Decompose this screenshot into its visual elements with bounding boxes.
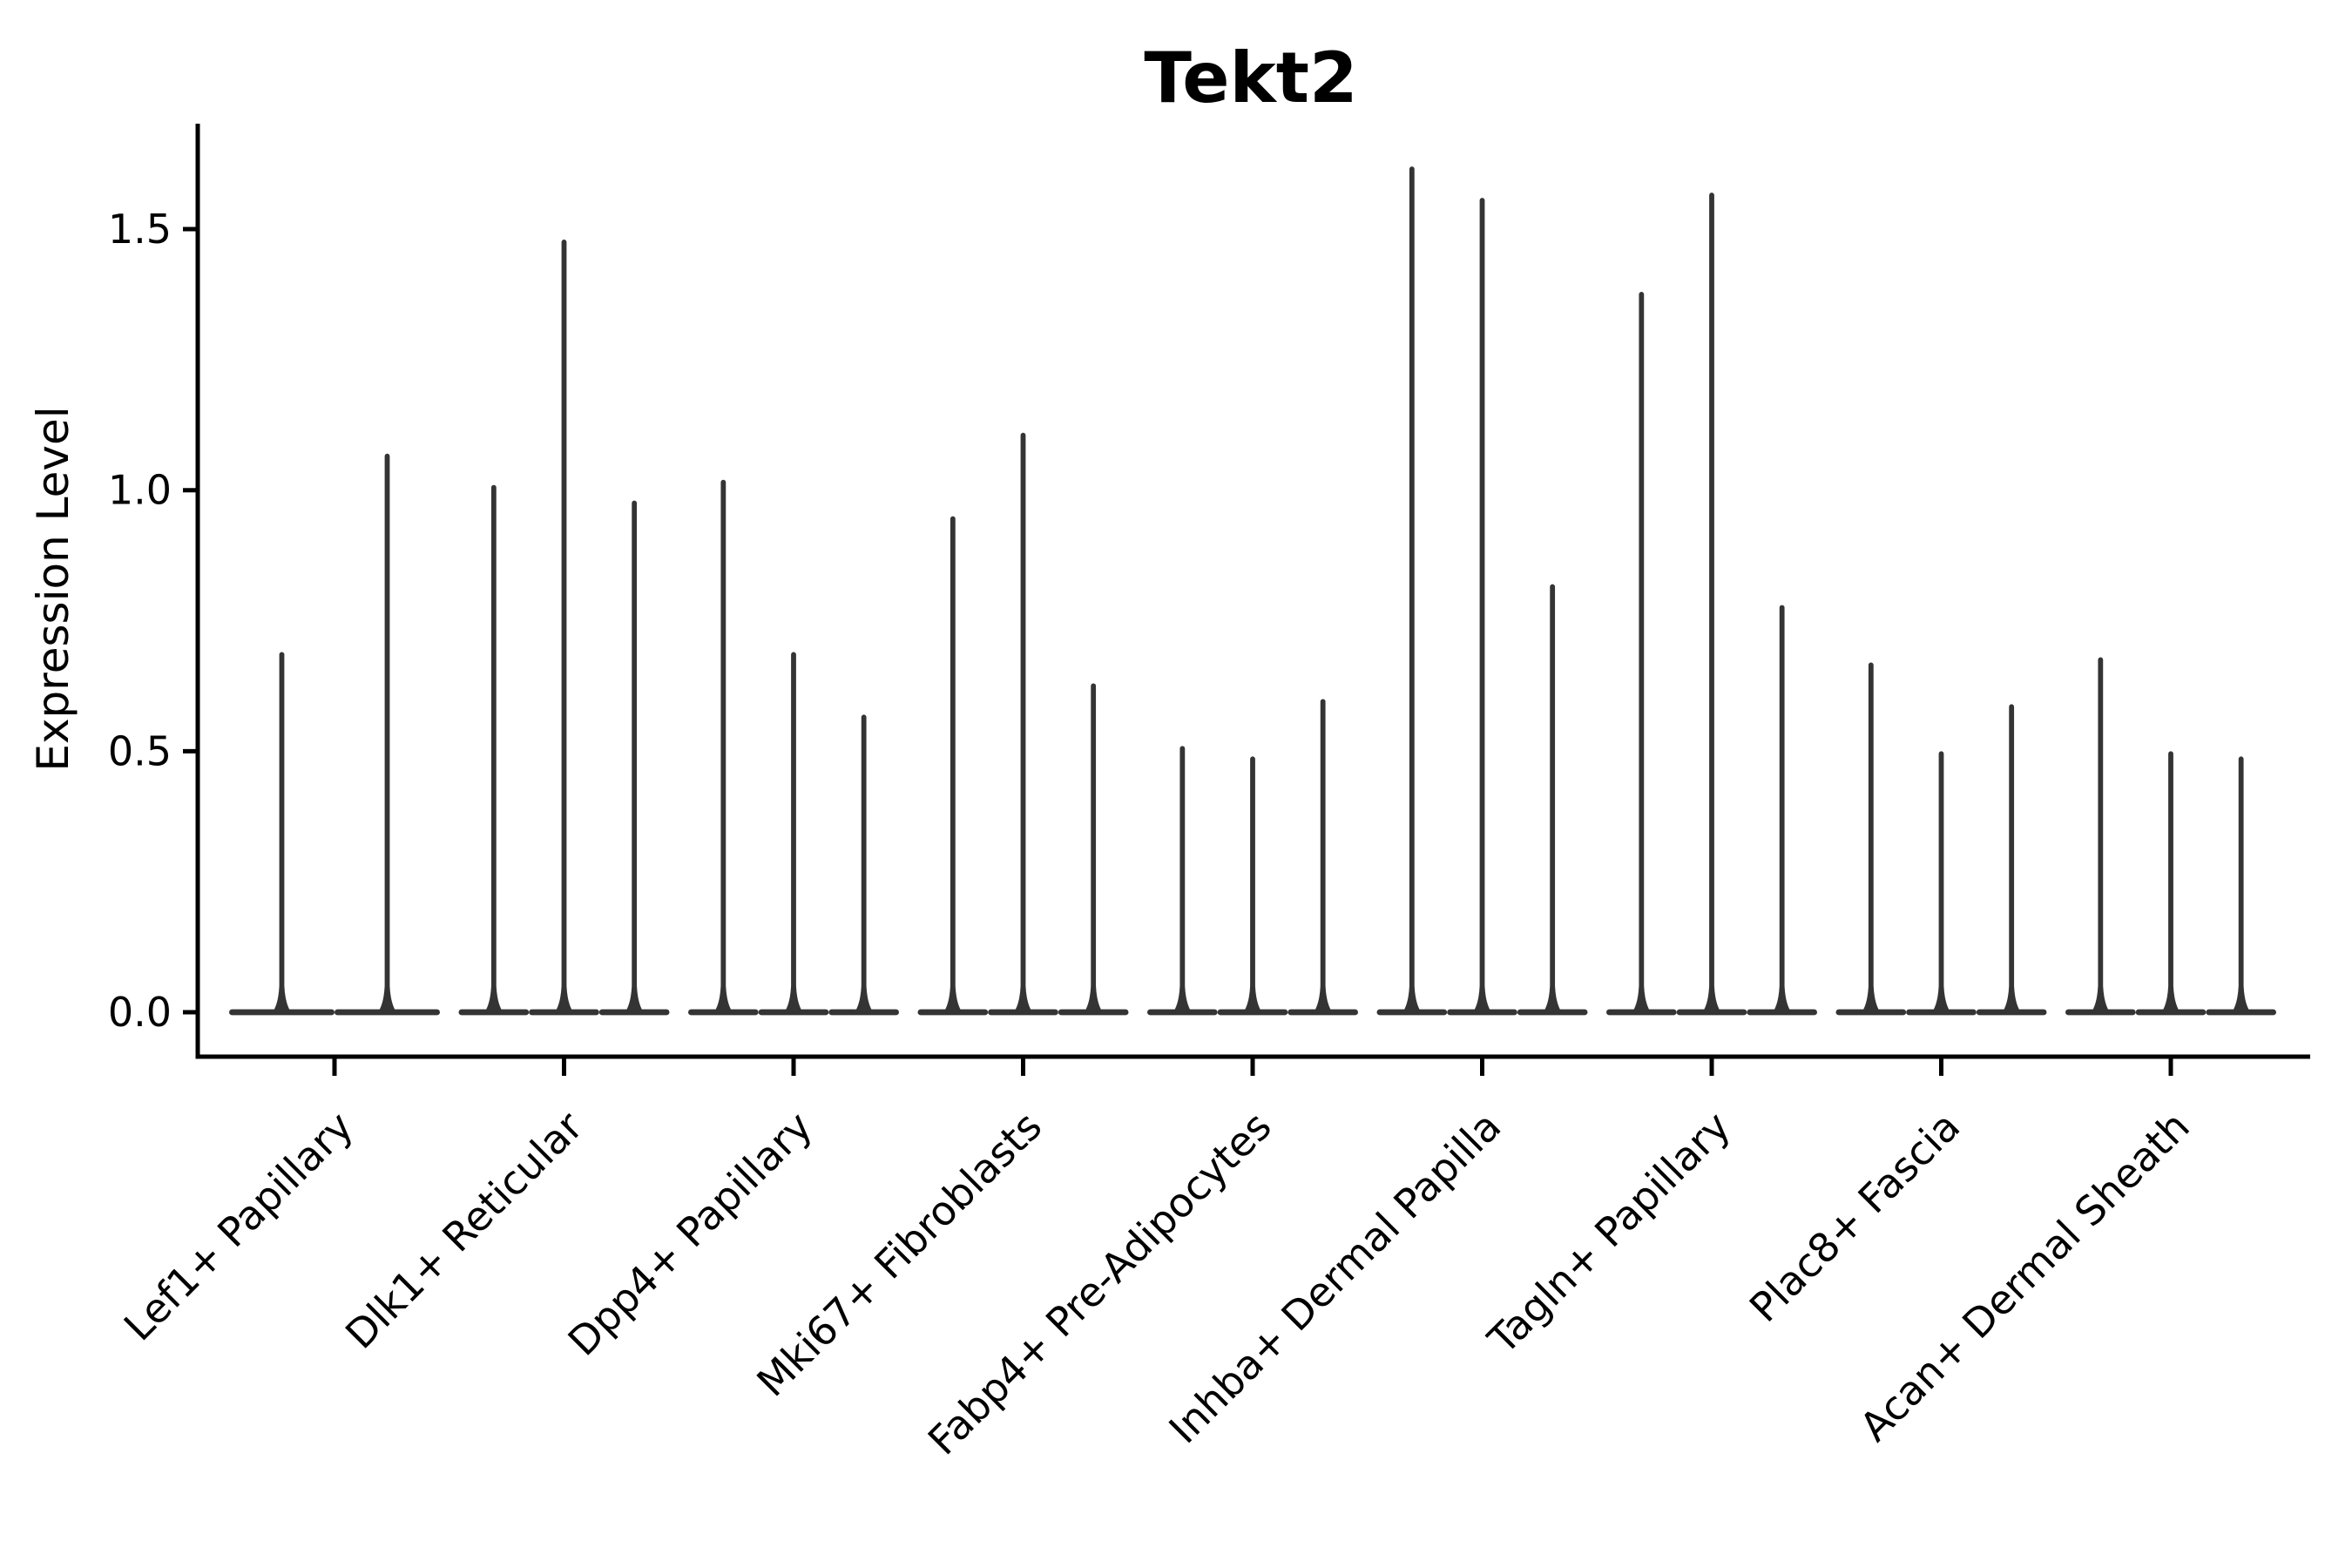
x-tick-label: Plac8+ Fascia <box>1740 1103 1969 1331</box>
violin-spike <box>1860 662 1882 1014</box>
y-axis-ticks: 0.0 0.5 1.0 1.5 <box>108 206 198 1036</box>
chart-title: Tekt2 <box>1144 37 1357 118</box>
violin-spike <box>271 652 293 1014</box>
violin-spike <box>1012 432 1034 1014</box>
violin-spike <box>1701 193 1722 1014</box>
violin-spike <box>1542 584 1564 1014</box>
violin-spike <box>713 479 734 1014</box>
violin-spike <box>783 652 804 1014</box>
violin-spike <box>376 453 398 1014</box>
violin-spike <box>624 500 645 1014</box>
y-tick-label: 0.0 <box>108 989 172 1036</box>
x-tick-label: Dpp4+ Papillary <box>559 1103 821 1365</box>
violin-spike <box>2001 704 2023 1014</box>
violin-spike <box>1930 751 1952 1014</box>
violin-spike <box>1083 683 1105 1014</box>
y-tick-label: 1.5 <box>108 206 172 253</box>
violin-spike <box>1401 166 1423 1015</box>
violin-spike <box>2230 756 2252 1014</box>
violin-spike <box>2160 751 2181 1014</box>
y-axis-label: Expression Level <box>28 406 78 771</box>
violin-spike <box>942 516 963 1014</box>
violin-spike <box>1771 605 1793 1014</box>
x-tick-label: Tagln+ Papillary <box>1478 1103 1740 1364</box>
x-tick-label: Lef1+ Papillary <box>115 1103 362 1350</box>
violin-spike <box>1242 756 1263 1014</box>
y-tick-label: 1.0 <box>108 467 172 514</box>
violin-spike <box>553 240 575 1014</box>
x-tick-label: Dlk1+ Reticular <box>336 1103 591 1358</box>
violin-spike <box>1631 291 1652 1015</box>
violin-spike <box>1312 699 1334 1014</box>
violin-spike <box>483 484 504 1014</box>
violin-spike <box>853 714 875 1014</box>
violin-spike <box>1172 746 1193 1014</box>
violin-spike <box>1471 198 1493 1014</box>
violins <box>229 166 2276 1016</box>
violin-spike <box>2090 657 2112 1014</box>
y-tick-label: 0.5 <box>108 727 172 774</box>
